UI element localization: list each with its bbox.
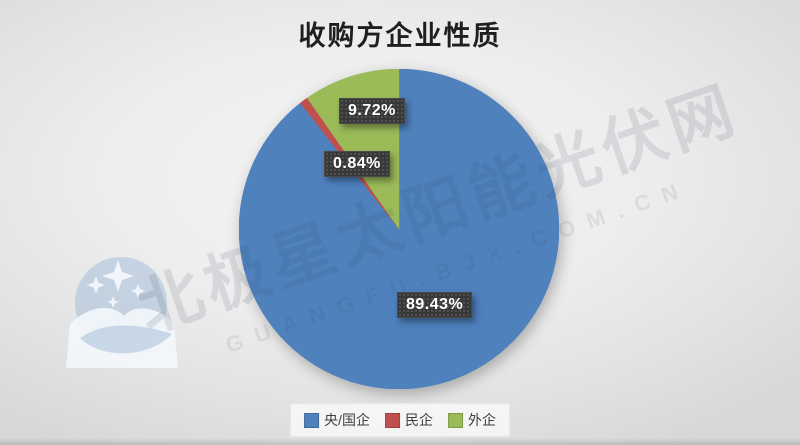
logo-star-right-icon [131,284,145,298]
logo-star-small-icon [107,296,119,308]
legend-swatch-icon [304,412,320,428]
bottom-edge-shading [0,438,800,445]
legend-item-1: 民企 [384,410,433,430]
chart-title: 收购方企业性质 [298,21,502,51]
legend-swatch-icon [447,412,463,428]
legend-label: 民企 [404,412,433,428]
logo-star-big-icon [102,260,134,292]
legend-label: 外企 [467,412,496,428]
logo-wave-blue [80,325,172,354]
legend-swatch-icon [384,412,400,428]
legend-item-0: 央/国企 [304,410,370,430]
data-label-green-slice: 9.72% [339,98,405,124]
logo-star-left-icon [87,276,105,294]
data-label-red-slice: 0.84% [324,151,390,177]
data-label-blue-slice: 89.43% [397,292,473,318]
polaris-logo-watermark [66,257,178,368]
legend-label: 央/国企 [324,412,370,428]
chart-legend: 央/国企 民企 外企 [290,403,510,437]
legend-item-2: 外企 [447,410,496,430]
